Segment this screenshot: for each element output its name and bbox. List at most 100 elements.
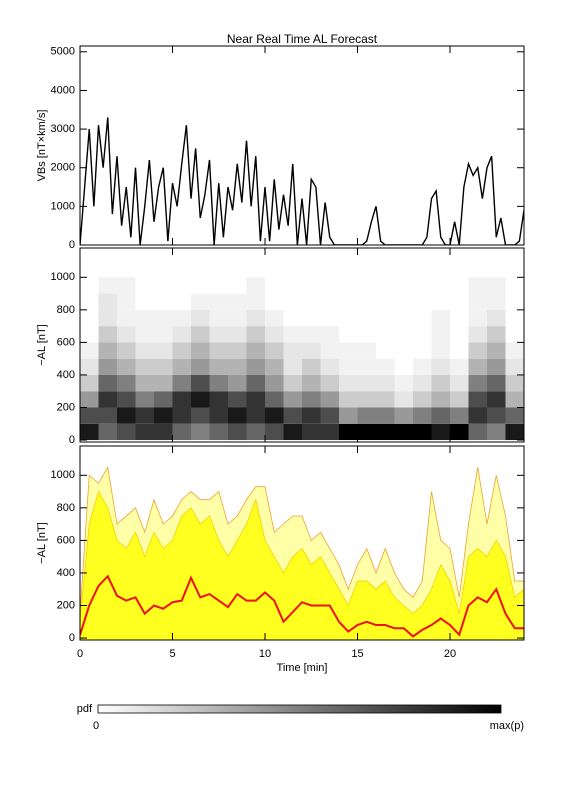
heat-cell (154, 293, 173, 310)
heat-cell (505, 423, 524, 441)
heat-cell (450, 277, 469, 294)
heat-cell (191, 407, 210, 424)
plot-area (80, 465, 524, 640)
heat-cell (246, 309, 265, 327)
heat-cell (154, 309, 173, 327)
heat-cell (98, 407, 117, 424)
heat-cell (283, 374, 302, 392)
heat-cell (246, 407, 265, 424)
heat-cell (357, 277, 376, 294)
y-tick-label: 3000 (51, 123, 75, 135)
heat-cell (487, 374, 506, 392)
band-line (80, 574, 524, 638)
colorbar (97, 704, 502, 714)
heat-cell (172, 423, 191, 441)
y-tick-label: 200 (57, 599, 75, 611)
heat-cell (209, 277, 228, 294)
heat-cell (283, 277, 302, 294)
heat-cell (265, 358, 284, 375)
heat-cell (302, 342, 321, 359)
heat-cell (450, 309, 469, 327)
heat-cell (413, 374, 432, 392)
heat-cell (283, 407, 302, 424)
heat-cell (228, 423, 247, 441)
y-tick-label: 200 (57, 401, 75, 413)
heat-cell (172, 374, 191, 392)
y-tick-label: 2000 (51, 162, 75, 174)
heat-cell (265, 407, 284, 424)
heat-cell (265, 309, 284, 327)
heat-cell (431, 407, 450, 424)
heat-cell (302, 391, 321, 408)
heat-cell (339, 277, 358, 294)
heat-cell (468, 277, 487, 294)
heat-cell (117, 423, 136, 441)
heat-cell (191, 374, 210, 392)
y-tick-label: 1000 (51, 469, 75, 481)
heat-cell (431, 423, 450, 441)
heat-cell (487, 293, 506, 310)
heat-cell (505, 309, 524, 327)
heat-cell (80, 326, 99, 343)
heat-cell (505, 326, 524, 343)
heat-cell (80, 423, 99, 441)
heat-cell (283, 423, 302, 441)
chart-title: Near Real Time AL Forecast (227, 32, 378, 46)
y-axis-label: VBs [nT×km/s] (36, 110, 48, 182)
heat-cell (450, 374, 469, 392)
heat-cell (80, 309, 99, 327)
heat-cell (339, 342, 358, 359)
heat-cell (468, 309, 487, 327)
heat-cell (228, 358, 247, 375)
heat-cell (209, 326, 228, 343)
heat-cell (339, 293, 358, 310)
heat-cell (80, 374, 99, 392)
plot-area (80, 277, 524, 441)
heat-cell (117, 358, 136, 375)
heat-cell (339, 326, 358, 343)
heat-cell (80, 293, 99, 310)
heat-cell (302, 407, 321, 424)
band-line (80, 490, 524, 622)
heat-cell (80, 277, 99, 294)
heat-cell (246, 342, 265, 359)
heat-cell (154, 326, 173, 343)
heat-cell (246, 293, 265, 310)
heat-cell (135, 374, 154, 392)
heat-cell (339, 374, 358, 392)
heat-cell (431, 326, 450, 343)
heat-cell (172, 309, 191, 327)
y-axis-label: −AL [nT] (36, 324, 48, 365)
heat-cell (283, 358, 302, 375)
heat-cell (191, 277, 210, 294)
heat-cell (505, 391, 524, 408)
heat-cell (413, 423, 432, 441)
heat-cell (357, 326, 376, 343)
heat-cell (80, 342, 99, 359)
heat-cell (413, 309, 432, 327)
heat-cell (80, 391, 99, 408)
heat-cell (228, 407, 247, 424)
y-tick-label: 400 (57, 369, 75, 381)
heat-cell (487, 407, 506, 424)
heat-cell (154, 277, 173, 294)
heat-cell (246, 326, 265, 343)
heat-cell (320, 326, 339, 343)
heat-cell (505, 342, 524, 359)
heat-cell (265, 423, 284, 441)
heat-cell (172, 326, 191, 343)
heat-cell (135, 391, 154, 408)
heat-cell (320, 358, 339, 375)
heat-cell (487, 423, 506, 441)
heat-cell (450, 293, 469, 310)
heat-cell (246, 358, 265, 375)
heat-cell (431, 374, 450, 392)
heat-cell (283, 342, 302, 359)
heat-cell (487, 391, 506, 408)
heat-cell (468, 326, 487, 343)
axes-frame (79, 45, 525, 246)
heat-cell (135, 326, 154, 343)
heat-cell (450, 407, 469, 424)
